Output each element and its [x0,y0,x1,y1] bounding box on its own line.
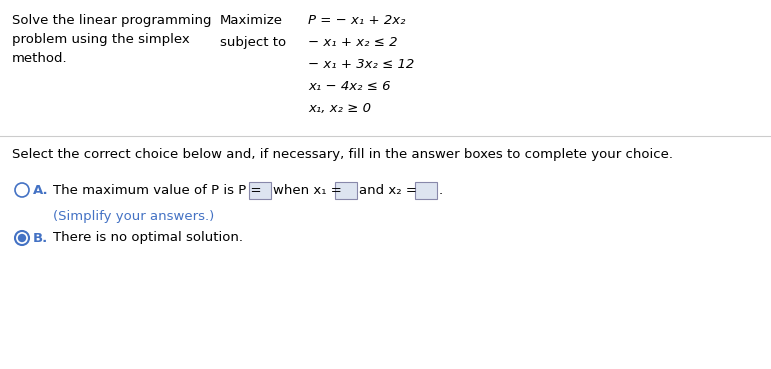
FancyBboxPatch shape [249,182,271,199]
Text: subject to: subject to [220,36,286,49]
Text: problem using the simplex: problem using the simplex [12,33,190,46]
FancyBboxPatch shape [335,182,357,199]
Text: The maximum value of P is P =: The maximum value of P is P = [53,183,261,197]
Text: − x₁ + x₂ ≤ 2: − x₁ + x₂ ≤ 2 [308,36,398,49]
Text: There is no optimal solution.: There is no optimal solution. [53,231,243,245]
Text: B.: B. [33,231,49,245]
Text: when x₁ =: when x₁ = [273,183,342,197]
Text: x₁, x₂ ≥ 0: x₁, x₂ ≥ 0 [308,102,371,115]
Text: A.: A. [33,183,49,197]
Circle shape [18,234,26,242]
Text: Solve the linear programming: Solve the linear programming [12,14,211,27]
Text: x₁ − 4x₂ ≤ 6: x₁ − 4x₂ ≤ 6 [308,80,390,93]
Text: Select the correct choice below and, if necessary, fill in the answer boxes to c: Select the correct choice below and, if … [12,148,673,161]
Text: P = − x₁ + 2x₂: P = − x₁ + 2x₂ [308,14,406,27]
FancyBboxPatch shape [415,182,437,199]
Text: method.: method. [12,52,68,65]
Text: (Simplify your answers.): (Simplify your answers.) [53,210,214,223]
Text: − x₁ + 3x₂ ≤ 12: − x₁ + 3x₂ ≤ 12 [308,58,414,71]
Text: Maximize: Maximize [220,14,283,27]
Text: .: . [439,183,443,197]
Text: and x₂ =: and x₂ = [359,183,417,197]
